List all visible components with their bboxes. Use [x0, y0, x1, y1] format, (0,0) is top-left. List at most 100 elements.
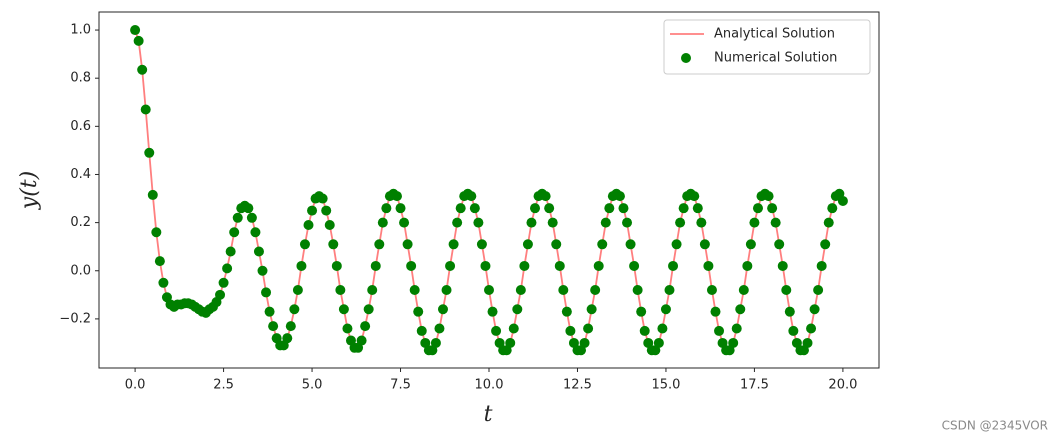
point	[229, 227, 240, 238]
point	[558, 285, 569, 296]
point	[590, 285, 601, 296]
point	[324, 220, 335, 231]
point	[441, 285, 452, 296]
point	[243, 203, 254, 214]
point	[699, 239, 710, 250]
point	[625, 239, 636, 250]
point	[597, 239, 608, 250]
point	[257, 265, 268, 276]
point	[130, 25, 141, 36]
point	[487, 306, 498, 317]
point	[696, 217, 707, 228]
legend-label: Analytical Solution	[714, 27, 835, 42]
point	[434, 323, 445, 334]
point	[600, 217, 611, 228]
point	[367, 285, 378, 296]
point	[745, 239, 756, 250]
point	[335, 285, 346, 296]
x-tick-label: 20.0	[828, 378, 857, 393]
point	[406, 260, 417, 271]
point	[689, 191, 700, 202]
x-tick-label: 0.0	[125, 378, 146, 393]
point	[413, 306, 424, 317]
point	[328, 239, 339, 250]
legend-marker	[681, 53, 691, 63]
watermark: CSDN @2345VOR	[942, 419, 1048, 433]
point	[657, 323, 668, 334]
point	[296, 260, 307, 271]
point	[381, 203, 392, 214]
point	[218, 277, 229, 288]
point	[660, 304, 671, 315]
point	[547, 217, 558, 228]
point	[714, 325, 725, 336]
point	[827, 203, 838, 214]
point	[469, 203, 480, 214]
point	[140, 104, 151, 115]
point	[639, 325, 650, 336]
point	[809, 304, 820, 315]
point	[317, 193, 328, 204]
point	[728, 337, 739, 348]
point	[593, 260, 604, 271]
point	[268, 321, 279, 332]
point	[289, 304, 300, 315]
point	[675, 217, 686, 228]
x-tick-label: 5.0	[302, 378, 323, 393]
point	[508, 323, 519, 334]
point	[629, 260, 640, 271]
point	[374, 239, 385, 250]
point	[512, 304, 523, 315]
legend-label: Numerical Solution	[714, 51, 837, 66]
x-tick-label: 17.5	[740, 378, 769, 393]
point	[515, 285, 526, 296]
point	[437, 304, 448, 315]
point	[837, 195, 848, 206]
point	[653, 337, 664, 348]
x-tick-label: 2.5	[213, 378, 234, 393]
point	[583, 323, 594, 334]
point	[522, 239, 533, 250]
point	[636, 306, 647, 317]
x-tick-label: 7.5	[390, 378, 411, 393]
point	[823, 217, 834, 228]
point	[767, 203, 778, 214]
point	[158, 277, 169, 288]
point	[491, 325, 502, 336]
y-tick-label: 0.2	[70, 215, 91, 230]
point	[246, 212, 257, 223]
y-tick-label: 0.0	[70, 263, 91, 278]
point	[147, 189, 158, 200]
point	[554, 260, 565, 271]
point	[455, 203, 466, 214]
point	[448, 239, 459, 250]
point	[802, 337, 813, 348]
point	[342, 323, 353, 334]
point	[416, 325, 427, 336]
x-tick-label: 12.5	[563, 378, 592, 393]
point	[452, 217, 463, 228]
point	[338, 304, 349, 315]
point	[731, 323, 742, 334]
point	[292, 285, 303, 296]
point	[749, 217, 760, 228]
point	[466, 191, 477, 202]
y-axis-label: y(t)	[17, 171, 42, 210]
point	[370, 260, 381, 271]
point	[632, 285, 643, 296]
point	[144, 147, 155, 158]
point	[820, 239, 831, 250]
point	[763, 191, 774, 202]
point	[377, 217, 388, 228]
point	[154, 256, 165, 267]
point	[282, 333, 293, 344]
point	[409, 285, 420, 296]
point	[395, 203, 406, 214]
y-tick-label: 1.0	[70, 23, 91, 38]
point	[222, 263, 233, 274]
point	[137, 64, 148, 75]
point	[668, 260, 679, 271]
point	[544, 203, 555, 214]
point	[664, 285, 675, 296]
